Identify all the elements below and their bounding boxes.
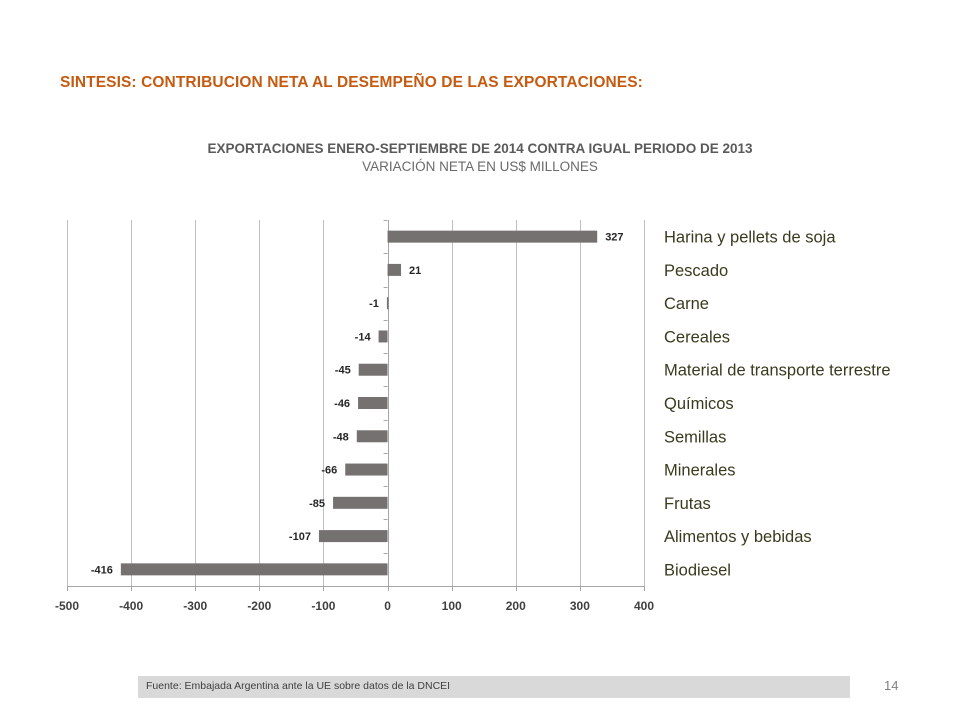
bar <box>120 563 388 576</box>
slide-title: SINTESIS: CONTRIBUCION NETA AL DESEMPEÑO… <box>60 74 643 91</box>
category-label: Pescado <box>664 262 728 280</box>
data-label: 327 <box>605 232 623 244</box>
page-number: 14 <box>884 678 899 693</box>
category-label: Carne <box>664 295 709 313</box>
category-label: Harina y pellets de soja <box>664 229 836 247</box>
chart-title: EXPORTACIONES ENERO-SEPTIEMBRE DE 2014 C… <box>207 141 753 156</box>
x-tick-label: 400 <box>634 599 654 613</box>
bar <box>318 530 388 543</box>
data-label: -45 <box>335 365 351 377</box>
chart-subtitle: VARIACIÓN NETA EN US$ MILLONES <box>362 159 598 174</box>
bar <box>378 330 388 343</box>
category-label: Alimentos y bebidas <box>664 528 812 546</box>
data-label: 21 <box>409 265 421 277</box>
category-label: Frutas <box>664 495 711 513</box>
category-label: Semillas <box>664 428 726 446</box>
x-tick-label: 100 <box>442 599 462 613</box>
x-tick-label: -400 <box>119 599 143 613</box>
data-label: -416 <box>91 564 113 576</box>
bar <box>386 297 389 310</box>
footer-bar: Fuente: Embajada Argentina ante la UE so… <box>138 676 850 698</box>
bar <box>356 430 388 443</box>
data-label: -1 <box>369 298 379 310</box>
category-label: Minerales <box>664 462 736 480</box>
data-label: -48 <box>333 431 349 443</box>
bar <box>358 363 388 376</box>
x-tick-label: 0 <box>384 599 391 613</box>
bar <box>333 496 388 509</box>
data-label: -14 <box>355 331 372 343</box>
x-tick-label: -500 <box>55 599 79 613</box>
data-label: -85 <box>309 498 325 510</box>
x-tick-label: 200 <box>506 599 526 613</box>
category-label: Biodiesel <box>664 561 731 579</box>
bar <box>358 397 388 409</box>
x-tick-label: -300 <box>183 599 207 613</box>
data-label: -107 <box>289 531 311 543</box>
x-tick-label: -200 <box>247 599 271 613</box>
x-tick-label: 300 <box>570 599 590 613</box>
category-label: Cereales <box>664 328 730 346</box>
source-note: Fuente: Embajada Argentina ante la UE so… <box>146 680 451 692</box>
data-label: -46 <box>334 398 350 410</box>
bar <box>387 263 402 276</box>
category-label: Material de transporte terrestre <box>664 362 891 380</box>
bar <box>345 463 388 476</box>
x-tick-label: -100 <box>311 599 335 613</box>
data-label: -66 <box>321 465 337 477</box>
bar <box>387 230 598 243</box>
category-label: Químicos <box>664 395 734 413</box>
